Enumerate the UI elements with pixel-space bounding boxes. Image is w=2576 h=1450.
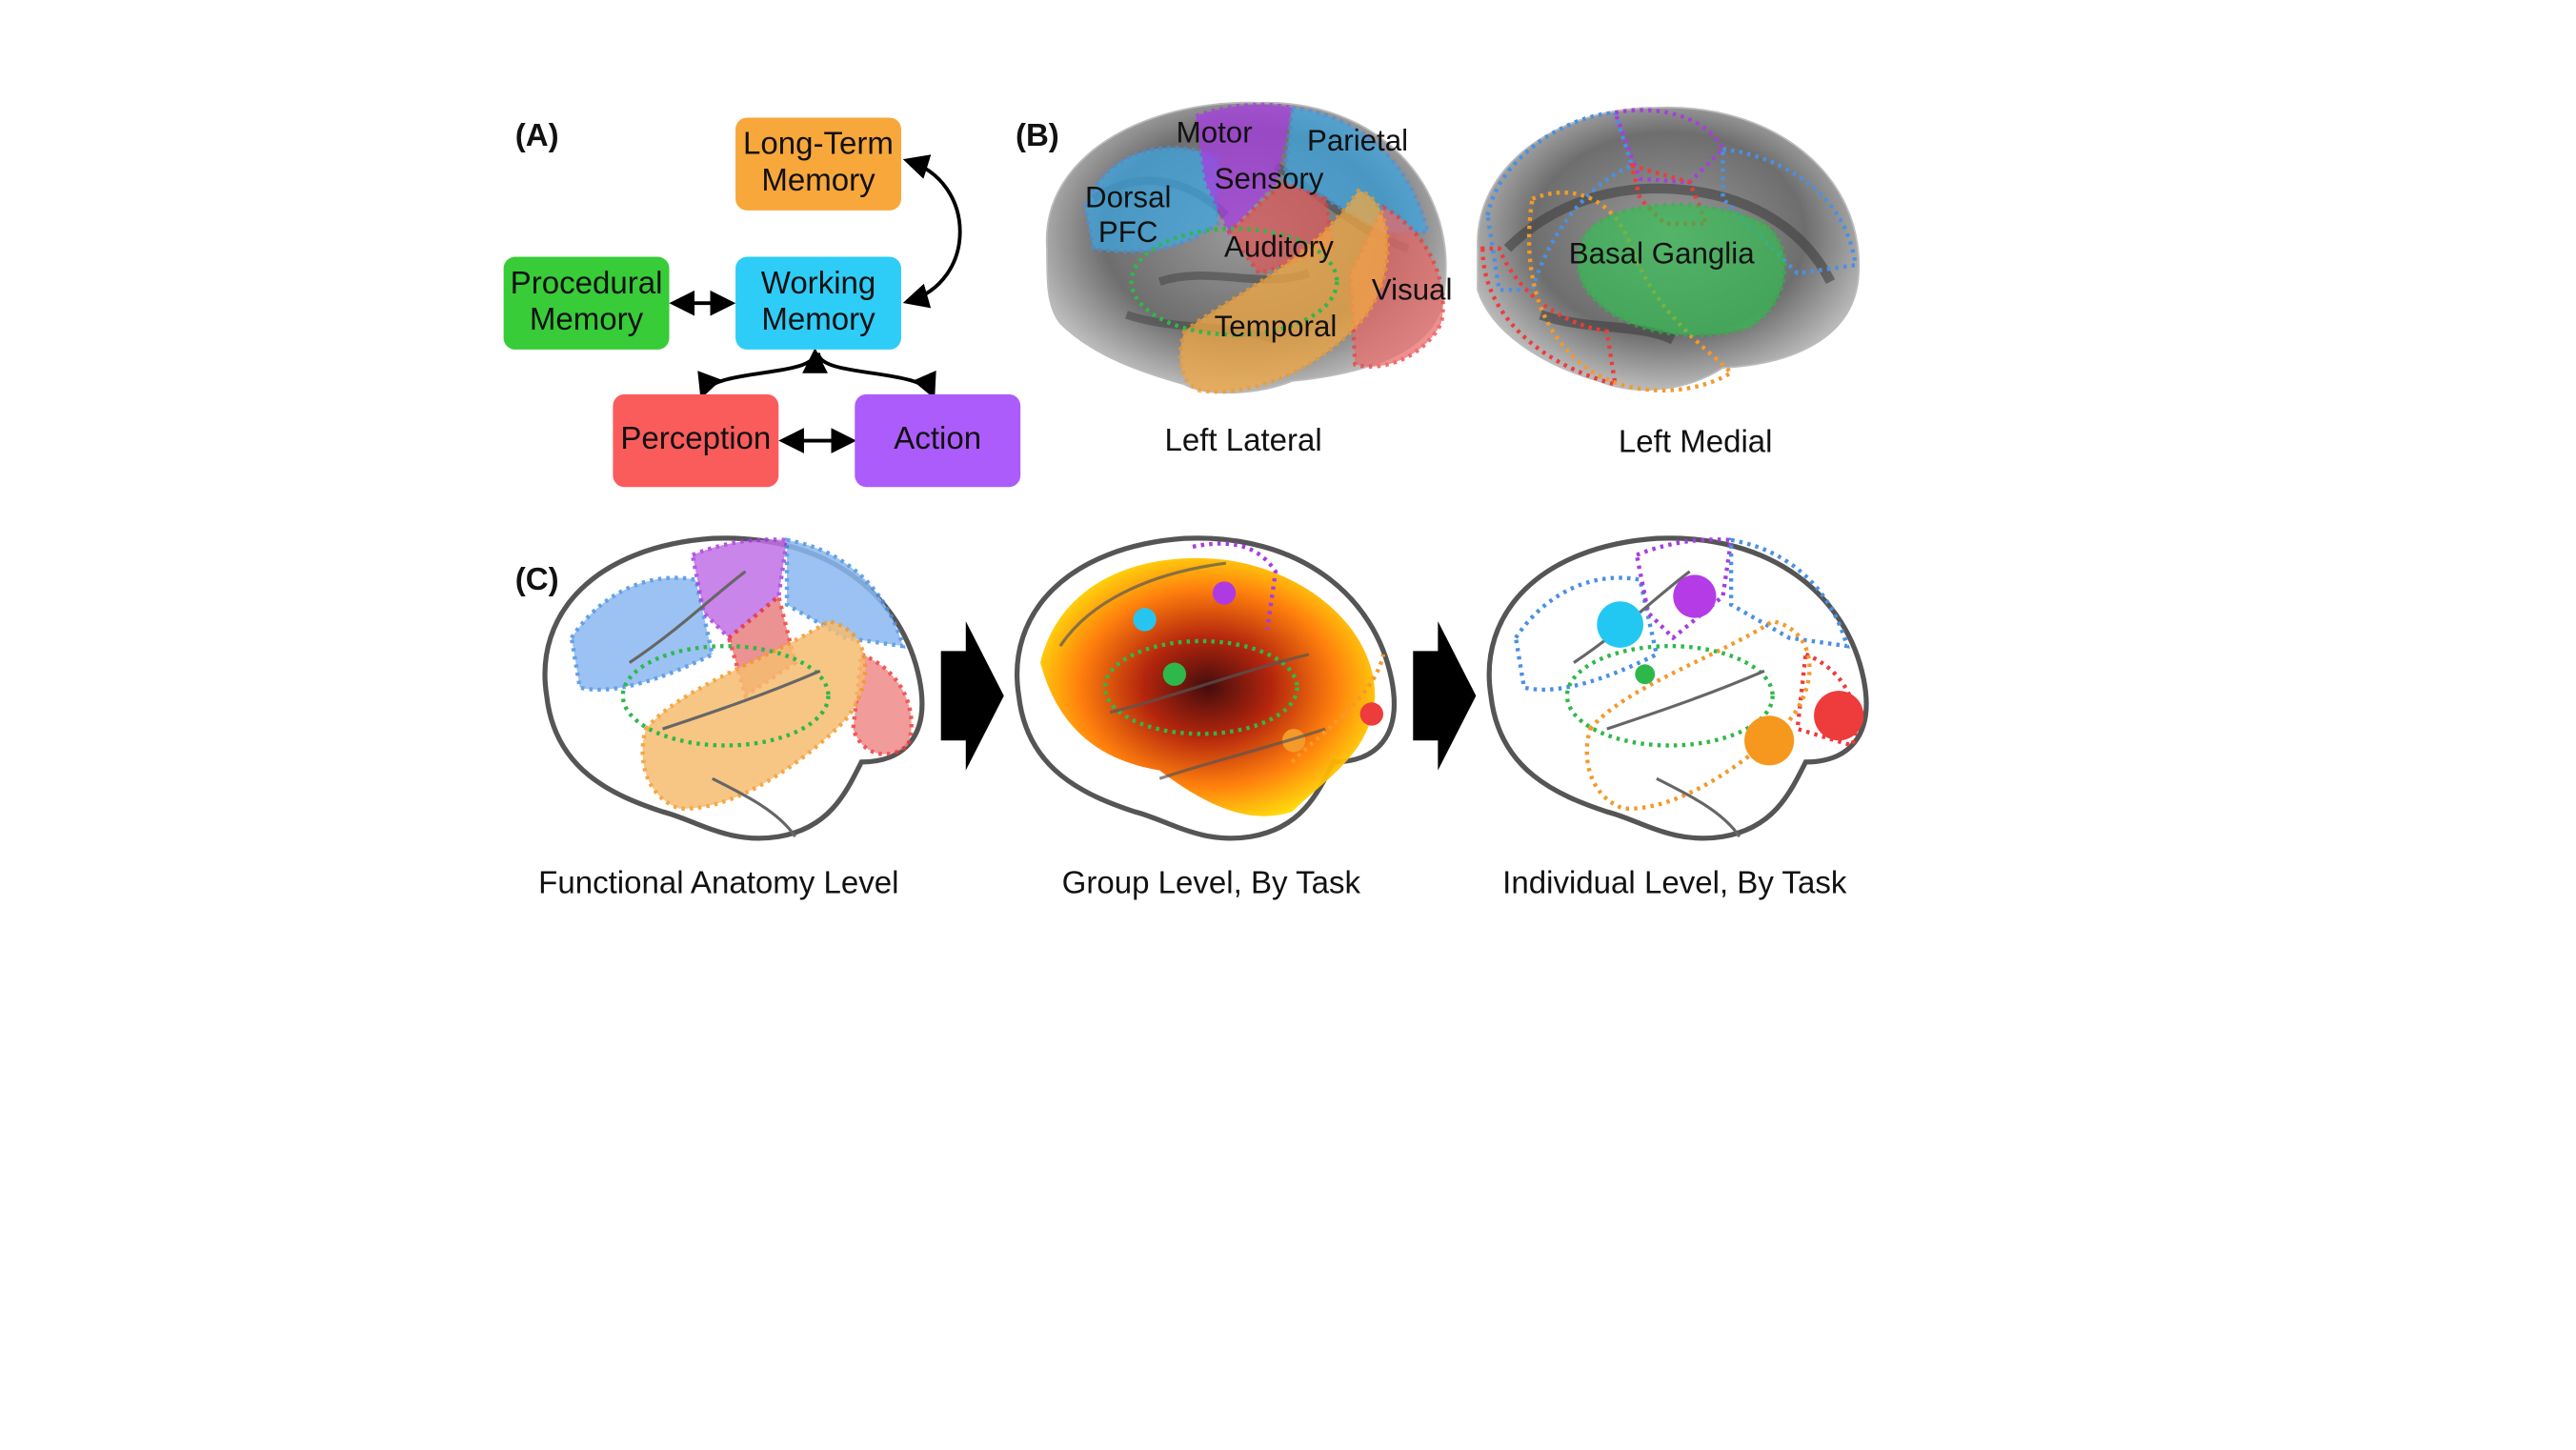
perception-box: Perception [613,393,779,488]
caption-group-level: Group Level, By Task [1061,866,1361,901]
working-line1: Working [760,266,876,302]
region-label-auditory: Auditory [1224,230,1334,264]
long-term-line2: Memory [761,164,875,199]
region-label-motor: Motor [1176,115,1253,150]
dorsal-pfc-line2: PFC [1097,215,1158,249]
procedural-line1: Procedural [510,266,663,302]
procedural-memory-box: Procedural Memory [503,256,670,350]
panel-c-label: (C) [514,563,559,598]
panel-b-label: (B) [1015,119,1059,154]
action-box: Action [855,393,1021,488]
caption-individual-level: Individual Level, By Task [1502,866,1847,901]
left-lateral-brain [1045,101,1447,394]
long-term-line1: Long-Term [743,127,894,163]
working-memory-box: Working Memory [735,256,901,350]
panel-a-label: (A) [514,119,559,154]
region-label-parietal: Parietal [1306,124,1409,158]
group-level-brain [1015,535,1398,841]
dorsal-pfc-line1: Dorsal [1084,180,1172,214]
procedural-line2: Memory [529,303,644,338]
arrow-working-action [816,352,936,399]
working-line2: Memory [761,303,875,338]
left-medial-brain [1477,106,1860,393]
caption-functional-anatomy: Functional Anatomy Level [538,866,899,901]
region-label-visual: Visual [1371,272,1453,307]
big-arrow-1 [940,621,1004,771]
arrow-longterm-working [902,154,962,309]
region-label-dorsal-pfc: Dorsal PFC [1085,181,1171,251]
caption-left-lateral: Left Lateral [1164,424,1322,459]
region-label-temporal: Temporal [1214,310,1338,343]
region-label-sensory: Sensory [1214,162,1324,196]
individual-level-brain [1486,535,1869,841]
big-arrow-2 [1413,621,1477,771]
caption-left-medial: Left Medial [1618,425,1773,461]
arrow-working-perception [697,348,828,399]
long-term-memory-box: Long-Term Memory [735,117,901,211]
functional-anatomy-brain [542,535,925,841]
region-label-basal-ganglia: Basal Ganglia [1568,236,1755,271]
